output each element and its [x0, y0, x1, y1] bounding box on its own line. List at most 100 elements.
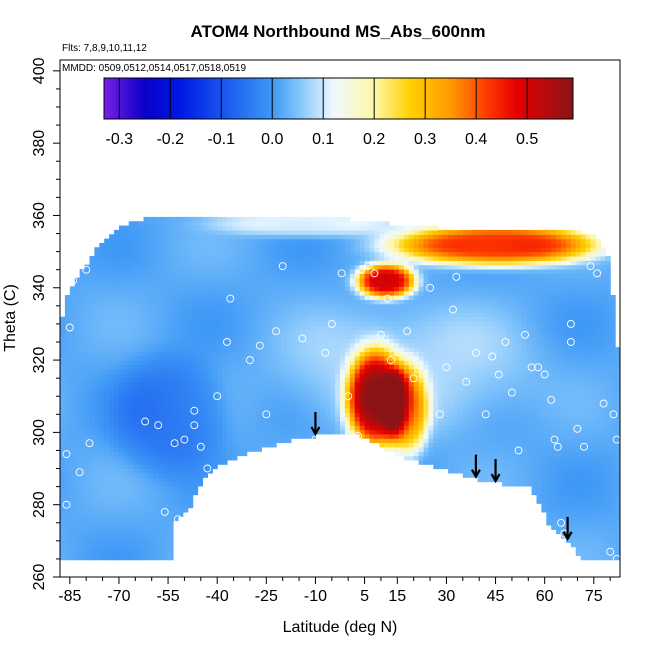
heatmap-cell	[236, 451, 243, 457]
heatmap-cell	[295, 360, 302, 366]
heatmap-cell	[290, 255, 297, 261]
heatmap-cell	[369, 316, 375, 322]
heatmap-cell	[69, 503, 76, 509]
heatmap-cell	[305, 429, 312, 435]
heatmap-cell	[335, 255, 341, 261]
heatmap-cell	[148, 277, 154, 283]
heatmap-cell	[163, 511, 169, 517]
heatmap-cell	[197, 255, 204, 261]
heatmap-cell	[163, 394, 169, 400]
heatmap-cell	[457, 281, 464, 287]
heatmap-cell	[94, 503, 100, 509]
heatmap-cell	[222, 334, 228, 339]
heatmap-cell	[290, 260, 297, 266]
heatmap-cell	[69, 520, 76, 526]
heatmap-cell	[128, 247, 135, 253]
heatmap-cell	[177, 338, 184, 344]
heatmap-cell	[148, 225, 154, 231]
heatmap-cell	[266, 342, 272, 348]
heatmap-cell	[148, 511, 154, 517]
heatmap-cell	[182, 277, 189, 283]
heatmap-cell	[340, 338, 346, 344]
heatmap-cell	[89, 303, 95, 309]
heatmap-cell	[443, 390, 449, 396]
heatmap-cell	[364, 338, 371, 344]
heatmap-cell	[177, 433, 184, 439]
heatmap-cell	[462, 381, 469, 387]
heatmap-cell	[212, 459, 218, 465]
heatmap-cell	[423, 403, 430, 409]
heatmap-cell	[300, 247, 307, 253]
heatmap-cell	[246, 321, 253, 326]
heatmap-cell	[217, 425, 223, 431]
heatmap-cell	[187, 438, 194, 444]
heatmap-cell	[403, 381, 410, 387]
heatmap-cell	[168, 355, 174, 361]
heatmap-cell	[128, 438, 135, 444]
heatmap-cell	[222, 308, 228, 313]
heatmap-cell	[462, 399, 469, 405]
heatmap-cell	[467, 420, 474, 426]
heatmap-cell	[394, 251, 400, 257]
heatmap-cell	[217, 242, 223, 248]
heatmap-cell	[462, 403, 469, 409]
heatmap-cell	[153, 229, 159, 235]
heatmap-cell	[182, 225, 189, 231]
heatmap-cell	[462, 360, 469, 366]
heatmap-cell	[349, 238, 356, 244]
heatmap-cell	[177, 429, 184, 435]
heatmap-cell	[148, 451, 154, 457]
heatmap-cell	[433, 364, 439, 370]
heatmap-cell	[99, 316, 105, 322]
heatmap-cell	[163, 507, 169, 513]
heatmap-cell	[246, 299, 253, 305]
heatmap-cell	[64, 338, 71, 344]
heatmap-cell	[128, 494, 135, 500]
heatmap-cell	[222, 446, 228, 452]
heatmap-cell	[84, 477, 91, 483]
heatmap-cell	[192, 464, 199, 470]
heatmap-cell	[443, 295, 449, 300]
heatmap-cell	[354, 316, 361, 322]
heatmap-cell	[354, 416, 361, 422]
heatmap-cell	[433, 316, 439, 322]
heatmap-cell	[202, 312, 208, 318]
heatmap-cell	[359, 238, 366, 244]
heatmap-cell	[231, 295, 238, 300]
heatmap-cell	[315, 264, 321, 270]
heatmap-cell	[251, 394, 258, 400]
heatmap-cell	[285, 303, 292, 309]
heatmap-cell	[114, 329, 120, 335]
heatmap-cell	[408, 277, 415, 283]
heatmap-cell	[182, 438, 189, 444]
heatmap-cell	[418, 286, 425, 292]
heatmap-cell	[379, 290, 385, 296]
heatmap-cell	[177, 368, 184, 374]
heatmap-cell	[310, 342, 317, 348]
heatmap-cell	[448, 342, 454, 348]
heatmap-cell	[207, 264, 213, 270]
heatmap-cell	[236, 286, 243, 292]
heatmap-cell	[118, 303, 125, 309]
heatmap-cell	[462, 429, 469, 435]
heatmap-cell	[433, 420, 439, 426]
heatmap-cell	[104, 407, 110, 413]
heatmap-cell	[187, 455, 194, 461]
heatmap-cell	[163, 498, 169, 504]
heatmap-cell	[330, 329, 336, 335]
heatmap-cell	[330, 247, 336, 253]
heatmap-cell	[305, 425, 312, 431]
heatmap-cell	[118, 268, 125, 274]
heatmap-cell	[231, 299, 238, 305]
heatmap-cell	[379, 351, 385, 357]
heatmap-cell	[448, 264, 454, 270]
heatmap-cell	[344, 368, 351, 374]
heatmap-cell	[290, 412, 297, 418]
heatmap-cell	[354, 251, 361, 257]
heatmap-cell	[84, 416, 91, 422]
heatmap-cell	[408, 438, 415, 444]
heatmap-cell	[379, 403, 385, 409]
heatmap-cell	[143, 425, 150, 431]
heatmap-cell	[168, 342, 174, 348]
heatmap-cell	[133, 403, 140, 409]
